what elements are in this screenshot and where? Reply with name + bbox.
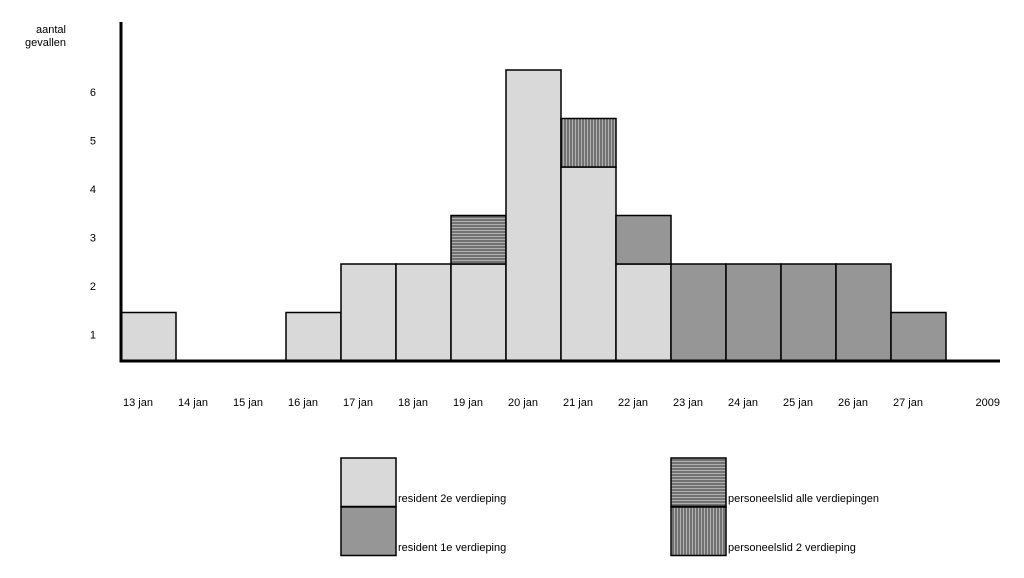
bar-segment: [670, 263, 727, 362]
bar-segment: [450, 214, 507, 265]
legend-swatch: [670, 506, 727, 557]
x-tick-label: 19 jan: [453, 397, 483, 409]
legend-swatch: [340, 506, 397, 557]
bar-segment: [725, 263, 782, 362]
x-tick-label: 24 jan: [728, 397, 758, 409]
y-tick-label: 2: [90, 281, 96, 293]
bar-segment: [340, 263, 397, 362]
legend-swatch: [670, 457, 727, 508]
y-axis-label: aantal gevallen: [25, 24, 66, 49]
bar-segment: [615, 214, 672, 265]
bar-segment: [505, 69, 562, 362]
y-tick-label: 3: [90, 233, 96, 245]
bar-segment: [780, 263, 837, 362]
legend-label: resident 2e verdieping: [398, 493, 506, 505]
x-axis-label: 2009: [976, 397, 1000, 409]
x-tick-label: 23 jan: [673, 397, 703, 409]
y-tick-label: 1: [90, 330, 96, 342]
legend-label: resident 1e verdieping: [398, 542, 506, 554]
x-tick-label: 21 jan: [563, 397, 593, 409]
x-tick-label: 17 jan: [343, 397, 373, 409]
legend-label: personeelslid 2 verdieping: [728, 542, 856, 554]
bar-segment: [285, 311, 342, 362]
x-tick-label: 25 jan: [783, 397, 813, 409]
bar-segment: [835, 263, 892, 362]
bar-segment: [890, 311, 947, 362]
bar-segment: [450, 263, 507, 362]
bar-segment: [120, 311, 177, 362]
x-tick-label: 15 jan: [233, 397, 263, 409]
bar-segment: [615, 263, 672, 362]
x-tick-label: 18 jan: [398, 397, 428, 409]
legend-label: personeelslid alle verdiepingen: [728, 493, 879, 505]
bar-segment: [560, 166, 617, 362]
y-tick-label: 5: [90, 136, 96, 148]
x-tick-label: 14 jan: [178, 397, 208, 409]
bar-segment: [395, 263, 452, 362]
x-tick-label: 16 jan: [288, 397, 318, 409]
x-tick-label: 13 jan: [123, 397, 153, 409]
x-tick-label: 20 jan: [508, 397, 538, 409]
x-tick-label: 26 jan: [838, 397, 868, 409]
x-tick-label: 22 jan: [618, 397, 648, 409]
bar-segment: [560, 117, 617, 168]
x-tick-label: 27 jan: [893, 397, 923, 409]
y-tick-label: 6: [90, 87, 96, 99]
y-tick-label: 4: [90, 184, 96, 196]
legend-swatch: [340, 457, 397, 508]
